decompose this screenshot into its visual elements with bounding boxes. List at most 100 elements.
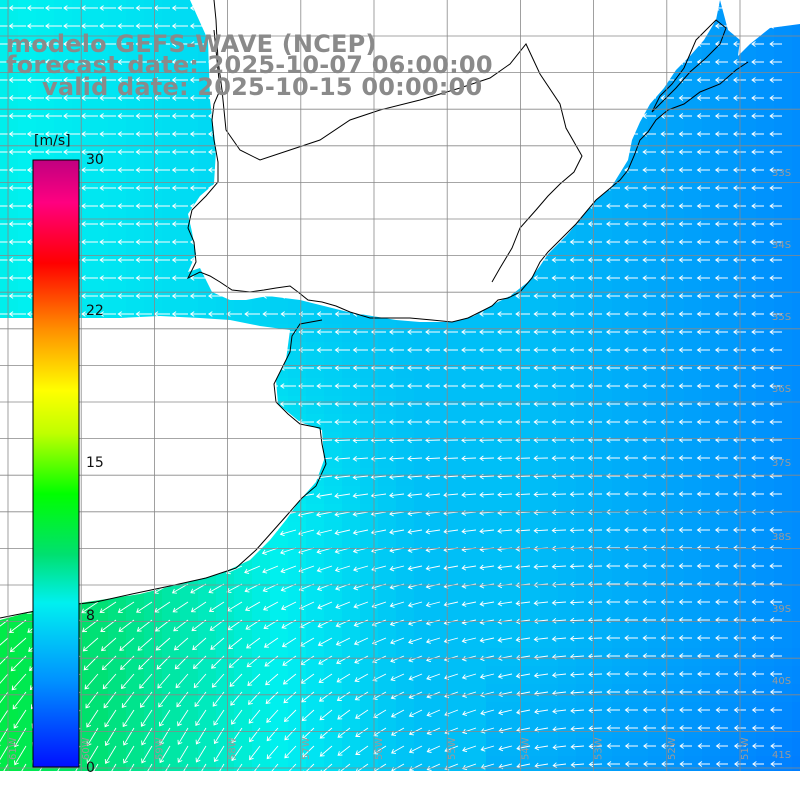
- wind-vector-arrow: [497, 347, 512, 353]
- wind-speed-cell: [270, 306, 289, 325]
- wind-vector-arrow: [265, 691, 279, 705]
- wind-vector-arrow: [26, 149, 44, 155]
- wind-vector-arrow: [751, 455, 764, 461]
- wind-speed-cell: [18, 666, 37, 685]
- wind-vector-arrow: [298, 383, 314, 389]
- wind-vector-arrow: [624, 671, 638, 677]
- wind-vector-arrow: [136, 601, 153, 613]
- wind-vector-arrow: [715, 653, 728, 659]
- wind-vector-arrow: [334, 474, 351, 481]
- wind-speed-cell: [648, 270, 667, 289]
- wind-speed-cell: [774, 288, 793, 307]
- wind-speed-cell: [576, 720, 595, 739]
- wind-speed-cell: [522, 342, 541, 361]
- wind-vector-arrow: [407, 455, 423, 462]
- wind-vector-arrow: [0, 223, 8, 225]
- wind-vector-arrow: [660, 383, 674, 389]
- wind-vector-arrow: [231, 727, 243, 744]
- wind-vector-arrow: [189, 59, 206, 65]
- wind-speed-cell: [630, 756, 649, 775]
- wind-vector-arrow: [714, 563, 728, 569]
- wind-speed-cell: [180, 72, 199, 91]
- wind-speed-cell: [720, 558, 739, 577]
- wind-vector-arrow: [569, 275, 584, 281]
- wind-speed-cell: [576, 486, 595, 505]
- wind-vector-arrow: [642, 365, 656, 371]
- wind-speed-cell: [540, 702, 559, 721]
- wind-vector-arrow: [122, 709, 135, 728]
- wind-speed-cell: [684, 504, 703, 523]
- wind-vector-arrow: [697, 725, 710, 731]
- wind-vector-arrow: [45, 23, 62, 29]
- wind-vector-arrow: [461, 329, 476, 335]
- wind-vector-arrow: [0, 151, 8, 153]
- wind-speed-cell: [684, 756, 703, 775]
- wind-speed-cell: [648, 126, 667, 145]
- wind-vector-arrow: [696, 329, 710, 335]
- wind-speed-cell: [576, 504, 595, 523]
- wind-speed-cell: [666, 378, 685, 397]
- wind-speed-cell: [468, 360, 487, 379]
- wind-speed-cell: [144, 648, 163, 667]
- wind-speed-cell: [90, 720, 109, 739]
- wind-vector-arrow: [8, 185, 26, 191]
- wind-speed-cell: [342, 450, 361, 469]
- wind-speed-cell: [504, 324, 523, 343]
- wind-speed-cell: [90, 54, 109, 73]
- wind-speed-cell: [756, 666, 775, 685]
- wind-speed-cell: [378, 378, 397, 397]
- longitude-label: 54W: [520, 737, 531, 760]
- wind-vector-arrow: [391, 745, 405, 754]
- wind-vector-arrow: [606, 563, 620, 569]
- wind-vector-arrow: [769, 329, 782, 335]
- wind-vector-arrow: [606, 581, 620, 587]
- wind-vector-arrow: [661, 725, 674, 731]
- wind-speed-cell: [576, 684, 595, 703]
- wind-speed-cell: [558, 558, 577, 577]
- wind-speed-cell: [180, 648, 199, 667]
- wind-speed-cell: [450, 594, 469, 613]
- wind-vector-arrow: [570, 761, 585, 768]
- wind-speed-cell: [0, 72, 19, 91]
- wind-vector-arrow: [316, 529, 333, 536]
- wind-vector-arrow: [266, 727, 279, 742]
- wind-vector-arrow: [624, 635, 638, 641]
- wind-vector-arrow: [425, 329, 440, 335]
- wind-speed-cell: [414, 522, 433, 541]
- wind-speed-cell: [198, 144, 217, 163]
- wind-speed-cell: [108, 234, 127, 253]
- wind-vector-arrow: [479, 601, 495, 607]
- wind-vector-arrow: [0, 295, 8, 297]
- wind-speed-cell: [738, 270, 757, 289]
- wind-speed-cell: [90, 234, 109, 253]
- wind-vector-arrow: [426, 745, 441, 753]
- wind-speed-cell: [90, 108, 109, 127]
- wind-speed-cell: [756, 198, 775, 217]
- wind-vector-arrow: [81, 95, 98, 101]
- wind-vector-arrow: [355, 727, 369, 737]
- wind-vector-arrow: [606, 221, 620, 227]
- wind-vector-arrow: [569, 311, 584, 317]
- wind-speed-cell: [738, 234, 757, 253]
- wind-speed-cell: [756, 540, 775, 559]
- wind-speed-cell: [684, 630, 703, 649]
- wind-speed-cell: [378, 630, 397, 649]
- wind-speed-cell: [288, 522, 307, 541]
- wind-vector-arrow: [81, 239, 98, 245]
- wind-vector-arrow: [660, 455, 674, 461]
- wind-speed-cell: [540, 396, 559, 415]
- wind-vector-arrow: [99, 221, 116, 227]
- wind-vector-arrow: [606, 311, 620, 317]
- wind-speed-cell: [702, 396, 721, 415]
- wind-speed-cell: [126, 216, 145, 235]
- wind-vector-arrow: [159, 727, 171, 746]
- wind-vector-arrow: [336, 691, 351, 701]
- coastline-north: [186, 29, 749, 323]
- wind-vector-arrow: [334, 383, 350, 389]
- wind-speed-cell: [720, 126, 739, 145]
- wind-speed-cell: [756, 432, 775, 451]
- wind-vector-arrow: [587, 347, 602, 353]
- wind-vector-arrow: [751, 293, 764, 299]
- wind-speed-cell: [756, 414, 775, 433]
- wind-vector-arrow: [316, 347, 332, 353]
